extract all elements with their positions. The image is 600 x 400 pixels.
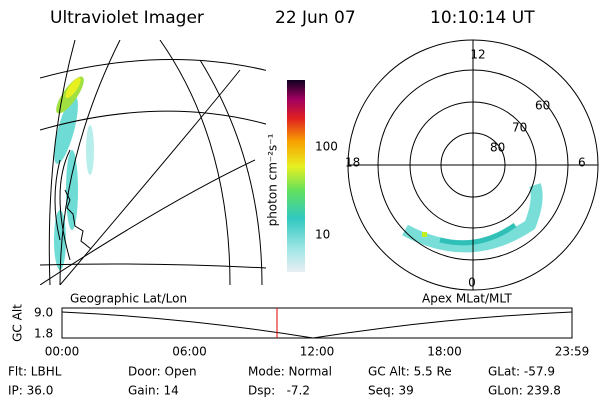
colorbar-label: photon cm⁻²s⁻¹ bbox=[266, 133, 280, 226]
info-field: Dsp: -7.2 bbox=[248, 384, 310, 398]
date: 22 Jun 07 bbox=[275, 8, 356, 28]
info-field: GLat: -57.9 bbox=[488, 365, 555, 379]
info-field: Mode: Normal bbox=[248, 365, 332, 379]
mlat-label: 80 bbox=[490, 141, 505, 155]
mlat-label: 70 bbox=[512, 121, 527, 135]
altitude-x-label: 00:00 bbox=[45, 345, 80, 359]
mlt-label: 6 bbox=[578, 156, 586, 170]
time: 10:10:14 UT bbox=[430, 8, 535, 28]
info-field: Flt: LBHL bbox=[8, 365, 62, 379]
colorbar-tick: 10 bbox=[315, 228, 330, 242]
mlt-label: 18 bbox=[345, 156, 360, 170]
altitude-y-label: 1.8 bbox=[34, 327, 53, 341]
polar-grid bbox=[347, 39, 599, 291]
geo-image bbox=[40, 40, 266, 285]
mlt-label: 12 bbox=[470, 48, 485, 62]
info-field: GLon: 239.8 bbox=[488, 384, 561, 398]
polar-image bbox=[402, 183, 543, 253]
altitude-frame bbox=[61, 307, 573, 339]
altitude-x-label: 12:00 bbox=[300, 345, 335, 359]
mlat-label: 60 bbox=[535, 99, 550, 113]
info-field: IP: 36.0 bbox=[8, 384, 53, 398]
mlt-label: 0 bbox=[468, 276, 476, 290]
altitude-curve bbox=[61, 311, 573, 339]
altitude-x-label: 06:00 bbox=[172, 345, 207, 359]
altitude-x-label: 23:59 bbox=[555, 345, 590, 359]
info-field: Seq: 39 bbox=[368, 384, 414, 398]
left-caption: Geographic Lat/Lon bbox=[70, 292, 187, 306]
altitude-x-label: 18:00 bbox=[427, 345, 462, 359]
right-caption: Apex MLat/MLT bbox=[422, 292, 512, 306]
info-field: GC Alt: 5.5 Re bbox=[368, 365, 452, 379]
info-field: Door: Open bbox=[128, 365, 197, 379]
altitude-axis-label: GC Alt bbox=[11, 304, 25, 342]
colorbar bbox=[287, 80, 305, 272]
altitude-y-label: 9.0 bbox=[34, 306, 53, 320]
colorbar-tick: 100 bbox=[315, 140, 338, 154]
instrument: Ultraviolet Imager bbox=[50, 8, 204, 28]
info-field: Gain: 14 bbox=[128, 384, 179, 398]
